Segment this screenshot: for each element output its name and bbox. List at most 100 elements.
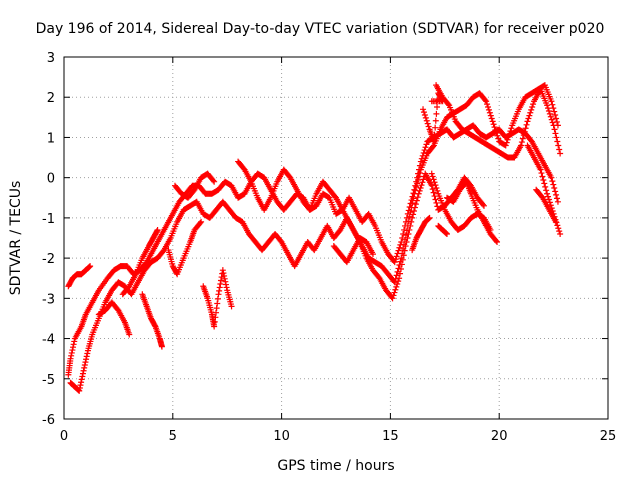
data-point bbox=[153, 228, 160, 235]
series-s12 bbox=[165, 218, 205, 278]
data-point bbox=[423, 117, 430, 124]
x-tick-label: 25 bbox=[600, 429, 617, 444]
data-point bbox=[210, 177, 217, 184]
data-point bbox=[221, 275, 228, 282]
data-point bbox=[67, 355, 74, 362]
data-point bbox=[528, 106, 535, 113]
data-point bbox=[551, 185, 558, 192]
data-point bbox=[222, 281, 229, 288]
data-point bbox=[151, 322, 158, 329]
x-tick-label: 5 bbox=[169, 429, 177, 444]
data-point bbox=[518, 139, 525, 146]
data-point bbox=[485, 106, 492, 113]
series-s19 bbox=[420, 90, 446, 145]
data-point bbox=[418, 182, 425, 189]
data-point bbox=[432, 182, 439, 189]
data-point bbox=[545, 196, 552, 203]
data-point bbox=[410, 195, 417, 202]
data-point bbox=[480, 201, 487, 208]
data-point bbox=[402, 232, 409, 239]
data-point bbox=[408, 204, 415, 211]
x-tick-label: 0 bbox=[60, 429, 68, 444]
data-point bbox=[79, 373, 86, 380]
data-point bbox=[413, 197, 420, 204]
data-point bbox=[495, 135, 502, 142]
data-point bbox=[434, 187, 441, 194]
data-point bbox=[429, 173, 436, 180]
data-point bbox=[82, 359, 89, 366]
data-point bbox=[480, 202, 487, 209]
data-point bbox=[126, 331, 133, 338]
data-point bbox=[491, 124, 498, 131]
series-s7 bbox=[428, 170, 494, 233]
y-tick-label: -3 bbox=[42, 292, 55, 307]
data-point bbox=[391, 289, 398, 296]
data-point bbox=[552, 218, 559, 225]
data-point bbox=[556, 146, 563, 153]
data-point bbox=[390, 292, 397, 299]
series-s9 bbox=[533, 186, 559, 225]
data-point bbox=[494, 132, 501, 139]
data-point bbox=[507, 128, 514, 135]
data-point bbox=[198, 218, 205, 225]
data-point bbox=[527, 109, 534, 116]
data-point bbox=[551, 108, 558, 115]
data-point bbox=[392, 286, 399, 293]
data-point bbox=[425, 123, 432, 130]
data-point bbox=[71, 338, 78, 345]
data-point bbox=[213, 309, 220, 316]
data-point bbox=[433, 185, 440, 192]
data-point bbox=[76, 384, 83, 391]
data-point bbox=[411, 207, 418, 214]
data-point bbox=[392, 275, 399, 282]
data-point bbox=[424, 120, 431, 127]
data-point bbox=[489, 118, 496, 125]
data-point bbox=[395, 247, 402, 254]
data-point bbox=[432, 124, 439, 131]
y-tick-label: -4 bbox=[42, 333, 55, 348]
data-point bbox=[389, 295, 396, 302]
data-point bbox=[545, 108, 552, 115]
data-point bbox=[445, 101, 452, 108]
data-point bbox=[506, 130, 513, 137]
data-point bbox=[87, 263, 94, 270]
y-tick-label: -1 bbox=[42, 212, 55, 227]
data-point bbox=[549, 119, 556, 126]
y-tick-label: 3 bbox=[47, 51, 55, 66]
data-point bbox=[517, 142, 524, 149]
data-point bbox=[432, 196, 439, 203]
data-point bbox=[529, 103, 536, 110]
y-axis-label: SDTVAR / TECUs bbox=[8, 181, 24, 296]
data-point bbox=[407, 209, 414, 216]
data-point bbox=[553, 134, 560, 141]
data-point bbox=[211, 323, 218, 330]
x-tick-label: 15 bbox=[382, 429, 399, 444]
series-s5 bbox=[433, 82, 564, 161]
data-point bbox=[393, 283, 400, 290]
grid-lines bbox=[64, 57, 608, 419]
data-point bbox=[397, 258, 404, 265]
data-point bbox=[398, 255, 405, 262]
data-point bbox=[549, 178, 556, 185]
data-point bbox=[211, 318, 218, 325]
chart-title: Day 196 of 2014, Sidereal Day-to-day VTE… bbox=[36, 21, 605, 37]
data-point bbox=[154, 226, 161, 233]
data-point bbox=[544, 190, 551, 197]
data-point bbox=[555, 225, 562, 232]
data-point bbox=[550, 181, 557, 188]
data-point bbox=[550, 105, 557, 112]
series-s17 bbox=[409, 214, 433, 254]
data-point bbox=[395, 265, 402, 272]
data-point bbox=[493, 237, 500, 244]
data-point bbox=[213, 305, 220, 312]
data-point bbox=[431, 131, 438, 138]
y-tick-label: 1 bbox=[47, 131, 55, 146]
data-point bbox=[554, 195, 561, 202]
data-point bbox=[421, 112, 428, 119]
data-point bbox=[413, 183, 420, 190]
data-point bbox=[68, 352, 75, 359]
data-point bbox=[546, 110, 553, 117]
data-point bbox=[391, 259, 398, 266]
data-point bbox=[493, 129, 500, 136]
